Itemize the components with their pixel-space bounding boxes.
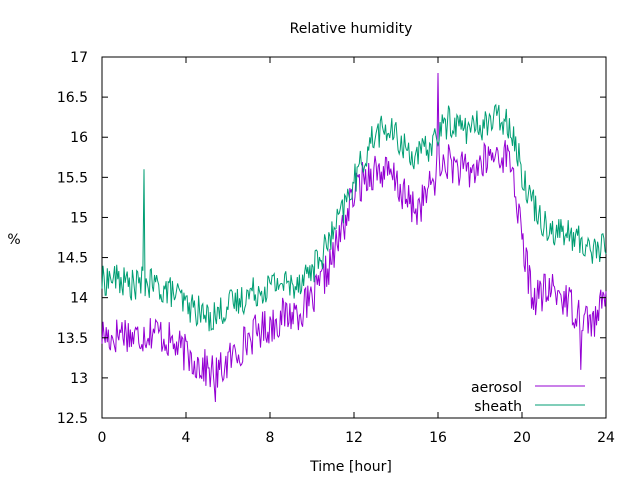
y-tick-label: 13 [70,371,88,387]
y-axis-label: % [7,232,20,248]
legend: aerosol sheath [471,380,585,415]
legend-label-sheath: sheath [474,399,522,415]
x-ticks: 0 4 8 12 16 20 24 [98,57,615,446]
x-tick-label: 16 [429,430,447,446]
y-tick-label: 15.5 [57,170,88,186]
x-axis-label: Time [hour] [309,459,392,475]
plot-area: 0 4 8 12 16 20 24 12.5 13 13.5 14 14.5 15 15.5 16 16.5… [57,50,615,446]
x-tick-label: 12 [345,430,363,446]
x-tick-label: 4 [182,430,191,446]
y-tick-label: 15 [70,210,88,226]
y-tick-label: 16.5 [57,90,88,106]
y-tick-label: 13.5 [57,331,88,347]
y-tick-label: 14.5 [57,251,88,267]
y-tick-label: 16 [70,130,88,146]
chart-title: Relative humidity [290,21,413,37]
y-tick-label: 12.5 [57,411,88,427]
x-tick-label: 0 [98,430,107,446]
y-ticks: 12.5 13 13.5 14 14.5 15 15.5 16 16.5 17 [57,50,606,427]
x-tick-label: 20 [513,430,531,446]
y-tick-label: 17 [70,50,88,66]
x-tick-label: 8 [266,430,275,446]
legend-label-aerosol: aerosol [471,380,522,396]
x-tick-label: 24 [597,430,615,446]
plot-frame [101,56,607,419]
series-line-sheath [101,103,607,332]
series-layer [101,72,607,403]
y-tick-label: 14 [70,291,88,307]
series-line-aerosol [101,72,607,403]
